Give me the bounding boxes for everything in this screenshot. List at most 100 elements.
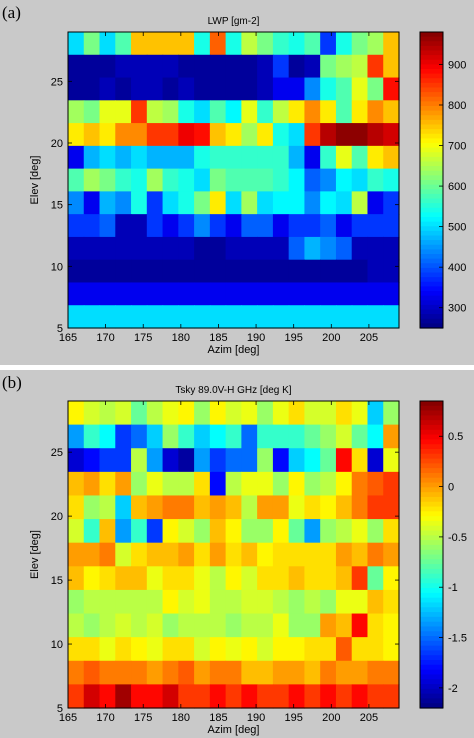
heatmap-cell	[288, 566, 306, 591]
colorbar-segment	[420, 645, 443, 652]
heatmap-cell	[225, 495, 242, 520]
heatmap-cell	[241, 123, 258, 147]
heatmap-cell	[83, 214, 101, 238]
heatmap-cell	[225, 259, 242, 284]
heatmap-cell	[335, 145, 353, 170]
heatmap-cell	[99, 519, 116, 544]
heatmap-cell	[320, 305, 337, 329]
heatmap-cell	[115, 32, 132, 56]
heatmap-cell	[194, 401, 211, 426]
heatmap-cell	[194, 123, 211, 147]
colorbar-segment	[420, 106, 443, 112]
heatmap-cell	[367, 637, 384, 662]
heatmap-cell	[146, 471, 164, 497]
heatmap-cell	[68, 471, 85, 497]
heatmap-cell	[68, 448, 85, 473]
heatmap-cell	[367, 214, 384, 238]
heatmap-cell	[209, 305, 227, 329]
heatmap-cell	[115, 145, 132, 170]
y-axis-label: Elev [deg]	[29, 156, 41, 205]
heatmap-cell	[367, 259, 384, 284]
colorbar-segment	[420, 458, 443, 464]
heatmap-cell	[99, 613, 116, 638]
colorbar-segment	[420, 631, 443, 637]
heatmap-cell	[351, 424, 369, 449]
colorbar-segment	[420, 314, 443, 320]
heatmap-cell	[272, 613, 290, 638]
heatmap-chart-b: 165 170 175 180 185 190 195 200 205 5 10 15 20 25 Tsky…	[29, 385, 467, 736]
heatmap-cell	[257, 214, 274, 238]
heatmap-cell	[83, 566, 101, 591]
colorbar-segment	[420, 468, 443, 474]
heatmap-cell	[68, 54, 85, 79]
colorbar-segment	[420, 180, 443, 186]
colorbar-frame	[419, 31, 444, 329]
heatmap-cell	[367, 282, 384, 306]
heatmap-cell	[304, 168, 321, 192]
heatmap-cell	[225, 236, 242, 261]
heatmap-cell	[288, 54, 306, 79]
x-tick-label: 185	[209, 712, 227, 724]
heatmap-cell	[162, 123, 179, 147]
heatmap-cell	[367, 471, 384, 497]
colorbar-segment	[420, 217, 443, 223]
colorbar-tick-label: 600	[448, 181, 466, 193]
heatmap-cell	[178, 305, 195, 329]
heatmap-cell	[162, 471, 179, 497]
heatmap-cell	[83, 282, 101, 306]
heatmap-cell	[272, 495, 290, 520]
heatmap-cell	[115, 401, 132, 426]
colorbar-segment	[420, 506, 443, 512]
heatmap-cell	[241, 471, 258, 497]
heatmap-cell	[288, 401, 306, 426]
heatmap-cell	[257, 637, 274, 662]
heatmap-cell	[131, 589, 148, 615]
heatmap-cell	[194, 282, 211, 306]
heatmap-cell	[68, 424, 85, 449]
heatmap-cell	[257, 495, 274, 520]
x-tick-label: 195	[285, 332, 303, 344]
heatmap-cell	[304, 236, 321, 261]
heatmap-cell	[288, 191, 306, 215]
heatmap-cell	[257, 282, 274, 306]
colorbar-segment	[420, 607, 443, 613]
heatmap-cell	[194, 168, 211, 192]
y-tick-label: 15	[51, 575, 63, 587]
colorbar-segment	[420, 544, 443, 551]
colorbar-tick-label: 0	[448, 482, 454, 494]
heatmap-cell	[351, 471, 369, 497]
heatmap-cell	[83, 519, 101, 544]
heatmap-cell	[383, 191, 400, 215]
heatmap-cell	[320, 448, 337, 473]
heatmap-cell	[99, 589, 116, 615]
heatmap-cell	[131, 123, 148, 147]
colorbar-segment	[420, 124, 443, 130]
chart-title: LWP [gm-2]	[208, 16, 260, 27]
heatmap-cell	[320, 100, 337, 124]
heatmap-cell	[304, 145, 321, 170]
heatmap-cell	[320, 401, 337, 426]
colorbar-segment	[420, 32, 443, 38]
heatmap-cell	[320, 519, 337, 544]
heatmap-cell	[194, 448, 211, 473]
heatmap-cell	[304, 191, 321, 215]
heatmap-cell	[288, 637, 306, 662]
heatmap-cell	[194, 566, 211, 591]
colorbar-segment	[420, 304, 443, 311]
heatmap-cell	[178, 214, 195, 238]
heatmap-cell	[241, 401, 258, 426]
heatmap-cell	[257, 123, 274, 147]
colorbar-segment	[420, 138, 443, 144]
heatmap-cell	[146, 589, 164, 615]
heatmap-cell	[194, 613, 211, 638]
heatmap-cell	[225, 168, 242, 192]
colorbar-segment	[420, 588, 443, 594]
heatmap-cell	[272, 637, 290, 662]
heatmap-cell	[335, 191, 353, 215]
heatmap-cell	[99, 214, 116, 238]
heatmap-cell	[68, 566, 85, 591]
heatmap-cell	[209, 519, 227, 544]
heatmap-cell	[194, 77, 211, 101]
heatmap-cell	[131, 637, 148, 662]
heatmap-cell	[225, 424, 242, 449]
